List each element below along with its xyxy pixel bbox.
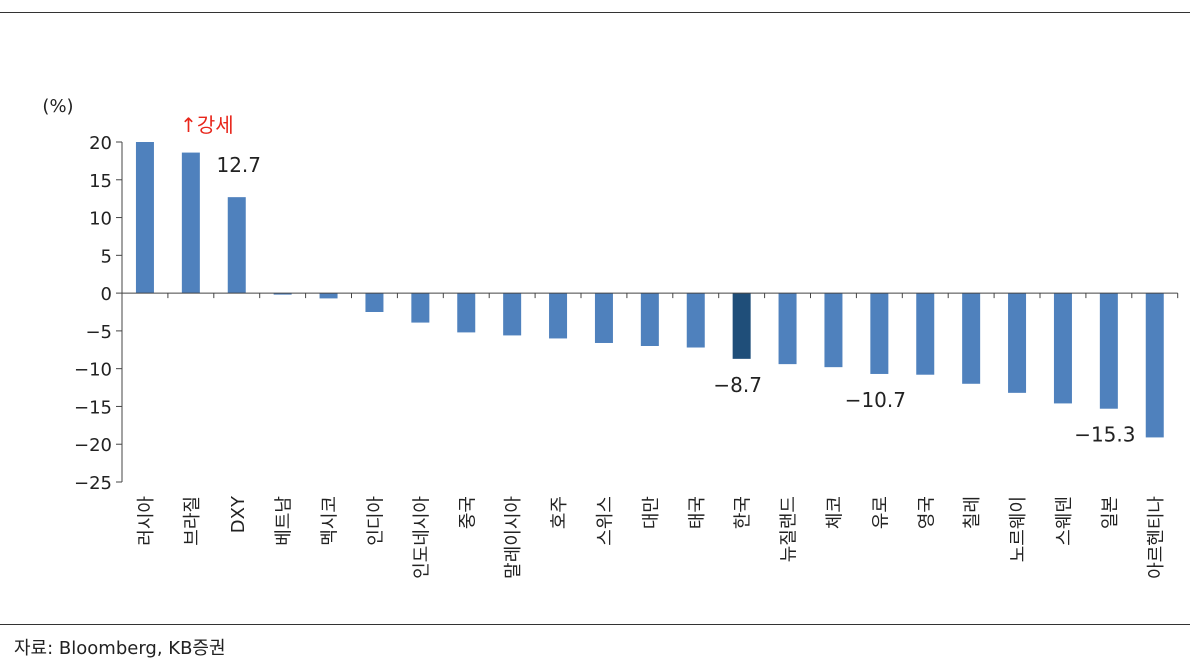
bar — [1099, 293, 1118, 409]
x-tick-label: 인디아 — [365, 496, 386, 546]
x-tick-label: 베트남 — [274, 496, 295, 546]
bar — [778, 293, 797, 365]
x-tick-label: 인도네시아 — [411, 496, 432, 579]
x-tick-label: 러시아 — [136, 496, 157, 546]
y-tick-label: −5 — [85, 322, 112, 343]
x-tick-label: DXY — [228, 495, 249, 533]
x-tick-label: 뉴질랜드 — [779, 496, 800, 562]
bar — [135, 142, 154, 294]
x-tick-label: 노르웨이 — [1008, 496, 1029, 562]
x-tick-label: 스위스 — [595, 496, 616, 546]
y-axis-label: (%) — [42, 96, 73, 117]
bar — [732, 293, 751, 359]
data-label: −8.7 — [713, 373, 762, 397]
x-tick-label: 한국 — [733, 496, 754, 529]
x-tick-label: 말레이시아 — [503, 496, 524, 579]
annotation-label: ↑강세 — [180, 113, 234, 137]
data-label: −10.7 — [845, 388, 906, 412]
x-tick-label: 유로 — [870, 496, 891, 529]
y-tick-label: −10 — [74, 360, 112, 381]
bar — [686, 293, 705, 348]
data-label: −15.3 — [1074, 423, 1135, 447]
y-tick-label: 0 — [101, 284, 112, 305]
bar — [1145, 293, 1164, 438]
bar — [1053, 293, 1072, 404]
y-tick-label: 5 — [101, 246, 112, 267]
y-tick-label: 15 — [89, 171, 112, 192]
bar — [319, 293, 338, 299]
y-tick-label: 20 — [89, 133, 112, 154]
bar — [1008, 293, 1027, 393]
y-tick-label: −25 — [74, 473, 112, 494]
bar — [227, 197, 246, 294]
bar — [411, 293, 430, 323]
x-tick-label: 칠레 — [962, 496, 983, 529]
x-tick-label: 일본 — [1100, 496, 1121, 529]
bar — [962, 293, 981, 384]
bar — [365, 293, 384, 312]
x-tick-label: 대만 — [641, 496, 662, 529]
bar — [503, 293, 522, 336]
bar — [594, 293, 613, 343]
data-label: 12.7 — [216, 153, 261, 177]
bar-chart: (%) 20 15 10 5 0 −5 −10 −15 −20 −25 러시아 브라질 DXY 베트남 멕시코… — [42, 96, 1179, 579]
y-tick-label: −20 — [74, 435, 112, 456]
bar — [549, 293, 568, 339]
x-tick-label: 멕시코 — [320, 496, 341, 546]
x-tick-label: 스웨덴 — [1054, 496, 1075, 546]
x-tick-label: 아르헨티나 — [1146, 496, 1167, 579]
source-note: 자료: Bloomberg, KB증권 — [14, 638, 226, 659]
x-tick-label: 영국 — [916, 496, 937, 529]
x-tick-label: 중국 — [457, 496, 478, 529]
bar — [457, 293, 476, 333]
x-tick-label: 태국 — [687, 496, 708, 529]
bar — [273, 293, 292, 295]
bottom-rule — [0, 624, 1190, 625]
x-tick-label: 브라질 — [182, 496, 203, 546]
bar — [181, 152, 200, 294]
y-tick-label: −15 — [74, 397, 112, 418]
x-tick-label: 체코 — [824, 496, 845, 529]
top-rule — [0, 12, 1190, 13]
bar — [640, 293, 659, 346]
bar — [870, 293, 889, 374]
y-tick-label: 10 — [89, 209, 112, 230]
bar — [824, 293, 843, 368]
bar — [916, 293, 935, 375]
x-tick-label: 호주 — [549, 496, 570, 529]
